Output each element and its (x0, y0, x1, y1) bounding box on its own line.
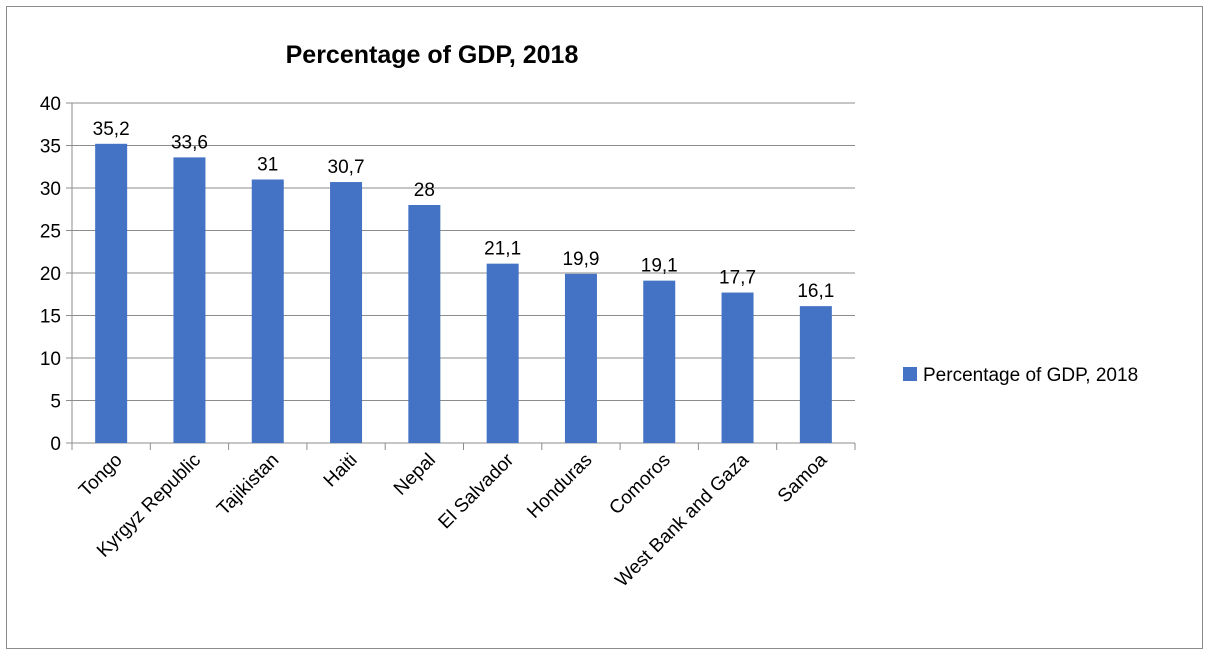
bar (643, 280, 676, 443)
y-tick-label: 0 (50, 434, 61, 455)
y-tick-label: 20 (40, 264, 61, 285)
x-tick-label: Nepal (390, 450, 440, 500)
chart-title: Percentage of GDP, 2018 (286, 41, 579, 69)
y-tick-label: 10 (40, 349, 61, 370)
y-tick-label: 15 (40, 307, 61, 328)
chart-frame (6, 6, 1203, 649)
y-tick-label: 25 (40, 222, 61, 243)
y-tick-label: 40 (40, 94, 61, 115)
bar (486, 263, 519, 443)
x-tick-label: Haiti (320, 450, 362, 492)
bar (408, 205, 441, 443)
y-tick-label: 5 (50, 392, 61, 413)
data-label: 21,1 (484, 239, 521, 260)
data-label: 31 (257, 155, 278, 176)
x-tick-label: West Bank and Gaza (612, 449, 754, 591)
y-tick-label: 35 (40, 137, 61, 158)
bar (173, 157, 206, 443)
bar (251, 179, 284, 443)
data-label: 30,7 (328, 157, 365, 178)
data-label: 19,9 (562, 249, 599, 270)
legend: Percentage of GDP, 2018 (903, 365, 1138, 386)
x-tick-label: Honduras (523, 450, 596, 523)
data-labels: 35,2 33,6 31 30,7 28 21,1 19,9 19,1 17,7 16,1 (93, 119, 835, 302)
data-label: 17,7 (719, 268, 756, 289)
bars (95, 143, 832, 444)
x-tick-label: Tongo (75, 450, 126, 501)
bar (721, 292, 754, 443)
x-tick-label: Samoa (774, 449, 832, 507)
bar (799, 306, 832, 443)
data-label: 35,2 (93, 119, 130, 140)
y-tick-label: 30 (40, 179, 61, 200)
bar (330, 182, 363, 444)
legend-label: Percentage of GDP, 2018 (923, 365, 1138, 386)
bar (95, 143, 128, 444)
data-label: 19,1 (641, 256, 678, 277)
legend-swatch (903, 367, 917, 381)
data-label: 33,6 (171, 132, 208, 153)
x-tick-label: Tajikistan (213, 450, 283, 520)
x-tick-label: Comoros (605, 450, 674, 519)
data-label: 16,1 (797, 281, 834, 302)
data-label: 28 (414, 180, 435, 201)
bar (564, 273, 597, 443)
x-tick-label: El Salvador (435, 449, 519, 533)
